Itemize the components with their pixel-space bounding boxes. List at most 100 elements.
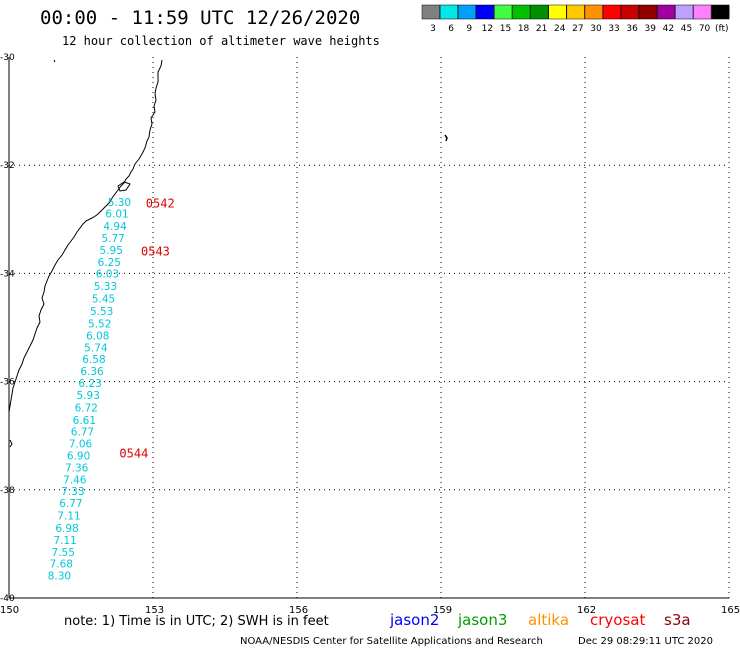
scale-label: 12 (482, 24, 493, 34)
satellite-legend: jason2 jason3 altika cryosat s3a (389, 611, 691, 629)
scale-label: 24 (554, 24, 566, 34)
wave-height-value: 7.68 (50, 559, 73, 571)
wave-height-value: 6.98 (55, 523, 78, 535)
scale-label: 27 (572, 24, 583, 34)
map-subtitle: 12 hour collection of altimeter wave hei… (62, 34, 380, 48)
satellite-legend-item: cryosat (590, 611, 645, 629)
scale-label: 3 (430, 24, 436, 34)
scale-label: 42 (663, 24, 674, 34)
scale-swatch (530, 4, 549, 20)
scale-swatch (494, 4, 513, 20)
wave-height-value: 8.30 (48, 571, 71, 583)
longitude-tick-label: 153 (145, 605, 164, 616)
wave-height-value: 5.95 (100, 245, 123, 257)
scale-label: 33 (608, 24, 619, 34)
latitude-tick-label: -34 (0, 269, 15, 279)
scale-swatch (457, 4, 477, 20)
scale-swatch (693, 4, 712, 20)
wave-height-value: 6.23 (78, 378, 101, 390)
scale-swatch (548, 4, 567, 20)
scale-swatch (638, 4, 658, 20)
footer-timestamp: Dec 29 08:29:11 UTC 2020 (578, 636, 713, 647)
latitude-tick-label: -38 (0, 486, 15, 496)
wave-height-value: 5.45 (92, 294, 115, 306)
longitude-tick-label: 150 (0, 605, 19, 616)
altimeter-track: 5.306.014.945.775.956.256.035.335.455.53… (48, 197, 131, 583)
wave-height-value: 6.03 (96, 269, 119, 281)
longitude-tick-label: 165 (721, 605, 740, 616)
wave-height-value: 5.30 (108, 197, 131, 209)
wave-height-value: 5.93 (77, 390, 100, 402)
scale-label: 45 (681, 24, 692, 34)
satellite-legend-item: jason2 (389, 611, 439, 629)
map-title: 00:00 - 11:59 UTC 12/26/2020 (40, 7, 360, 29)
wave-height-value: 6.36 (80, 366, 104, 378)
satellite-legend-item: altika (528, 611, 569, 629)
scale-unit-label: (ft) (715, 24, 729, 34)
wave-height-value: 5.77 (101, 233, 124, 245)
scale-label: 36 (626, 24, 638, 34)
footer-credit: NOAA/NESDIS Center for Satellite Applica… (240, 636, 543, 647)
scale-swatch (675, 4, 694, 20)
axis-tick-labels: 150 153 156 159 162 165 -30 -32 -34 -36 -38 -40 (0, 53, 740, 616)
wave-height-value: 6.58 (82, 354, 105, 366)
wave-height-value: 7.46 (63, 474, 87, 486)
wave-height-value: 6.25 (98, 257, 121, 269)
latitude-tick-label: -30 (0, 53, 15, 63)
scale-label: 30 (590, 24, 602, 34)
longitude-tick-label: 162 (577, 605, 596, 616)
coastline-inlet (117, 181, 131, 192)
scale-label: 39 (645, 24, 657, 34)
wave-height-value: 5.74 (84, 342, 108, 354)
wave-height-value: 5.33 (94, 281, 117, 293)
wave-height-value: 7.55 (52, 547, 75, 559)
scale-label: 70 (699, 24, 711, 34)
pass-time-label: 0544 (119, 446, 148, 460)
wave-height-value: 7.36 (65, 462, 89, 474)
wave-height-value: 6.77 (71, 427, 94, 439)
wave-height-value: 7.11 (53, 535, 76, 547)
scale-label: 21 (536, 24, 547, 34)
wave-height-value: 6.08 (86, 330, 109, 342)
graticule (9, 57, 730, 598)
scale-swatch (476, 4, 495, 20)
scale-swatch (620, 4, 639, 20)
wave-height-value: 7.11 (57, 511, 80, 523)
scale-swatch (602, 4, 621, 20)
pass-time-labels: 0542 0543 0544 (119, 196, 174, 460)
map-frame (8, 57, 729, 599)
scale-swatch (711, 4, 730, 20)
scale-swatch (566, 4, 585, 20)
wave-height-value: 6.77 (59, 498, 82, 510)
wave-height-value: 6.72 (75, 402, 98, 414)
wave-height-value: 5.52 (88, 319, 111, 331)
scale-label: 6 (448, 24, 454, 34)
scale-swatch (584, 4, 603, 20)
wave-height-value: 5.53 (90, 306, 113, 318)
scale-label: 15 (500, 24, 511, 34)
scale-swatch (657, 4, 676, 20)
coastline-fragment (9, 439, 13, 448)
longitude-tick-label: 156 (289, 605, 308, 616)
wave-height-value: 7.06 (69, 439, 93, 451)
wave-height-value: 6.01 (105, 209, 128, 221)
scale-swatch (512, 4, 531, 20)
island (444, 134, 448, 142)
wave-height-value: 6.61 (73, 415, 96, 427)
scale-label: 18 (518, 24, 530, 34)
coastline-fragment (53, 59, 56, 63)
scale-label: 9 (466, 24, 472, 34)
footer-note: note: 1) Time is in UTC; 2) SWH is in fe… (64, 614, 329, 629)
longitude-tick-label: 159 (433, 605, 452, 616)
pass-time-label: 0542 (146, 196, 175, 210)
wave-height-color-scale: 3 6 9 12 15 18 21 24 27 30 33 36 39 42 45 70 (421, 4, 730, 34)
pass-time-label: 0543 (141, 245, 170, 259)
satellite-legend-item: jason3 (457, 611, 507, 629)
coastline (8, 59, 163, 413)
scale-swatch (439, 4, 458, 20)
wave-height-value: 6.90 (67, 451, 90, 463)
latitude-tick-label: -32 (0, 161, 15, 171)
latitude-tick-label: -40 (0, 594, 15, 604)
wave-height-value: 7.33 (61, 486, 84, 498)
